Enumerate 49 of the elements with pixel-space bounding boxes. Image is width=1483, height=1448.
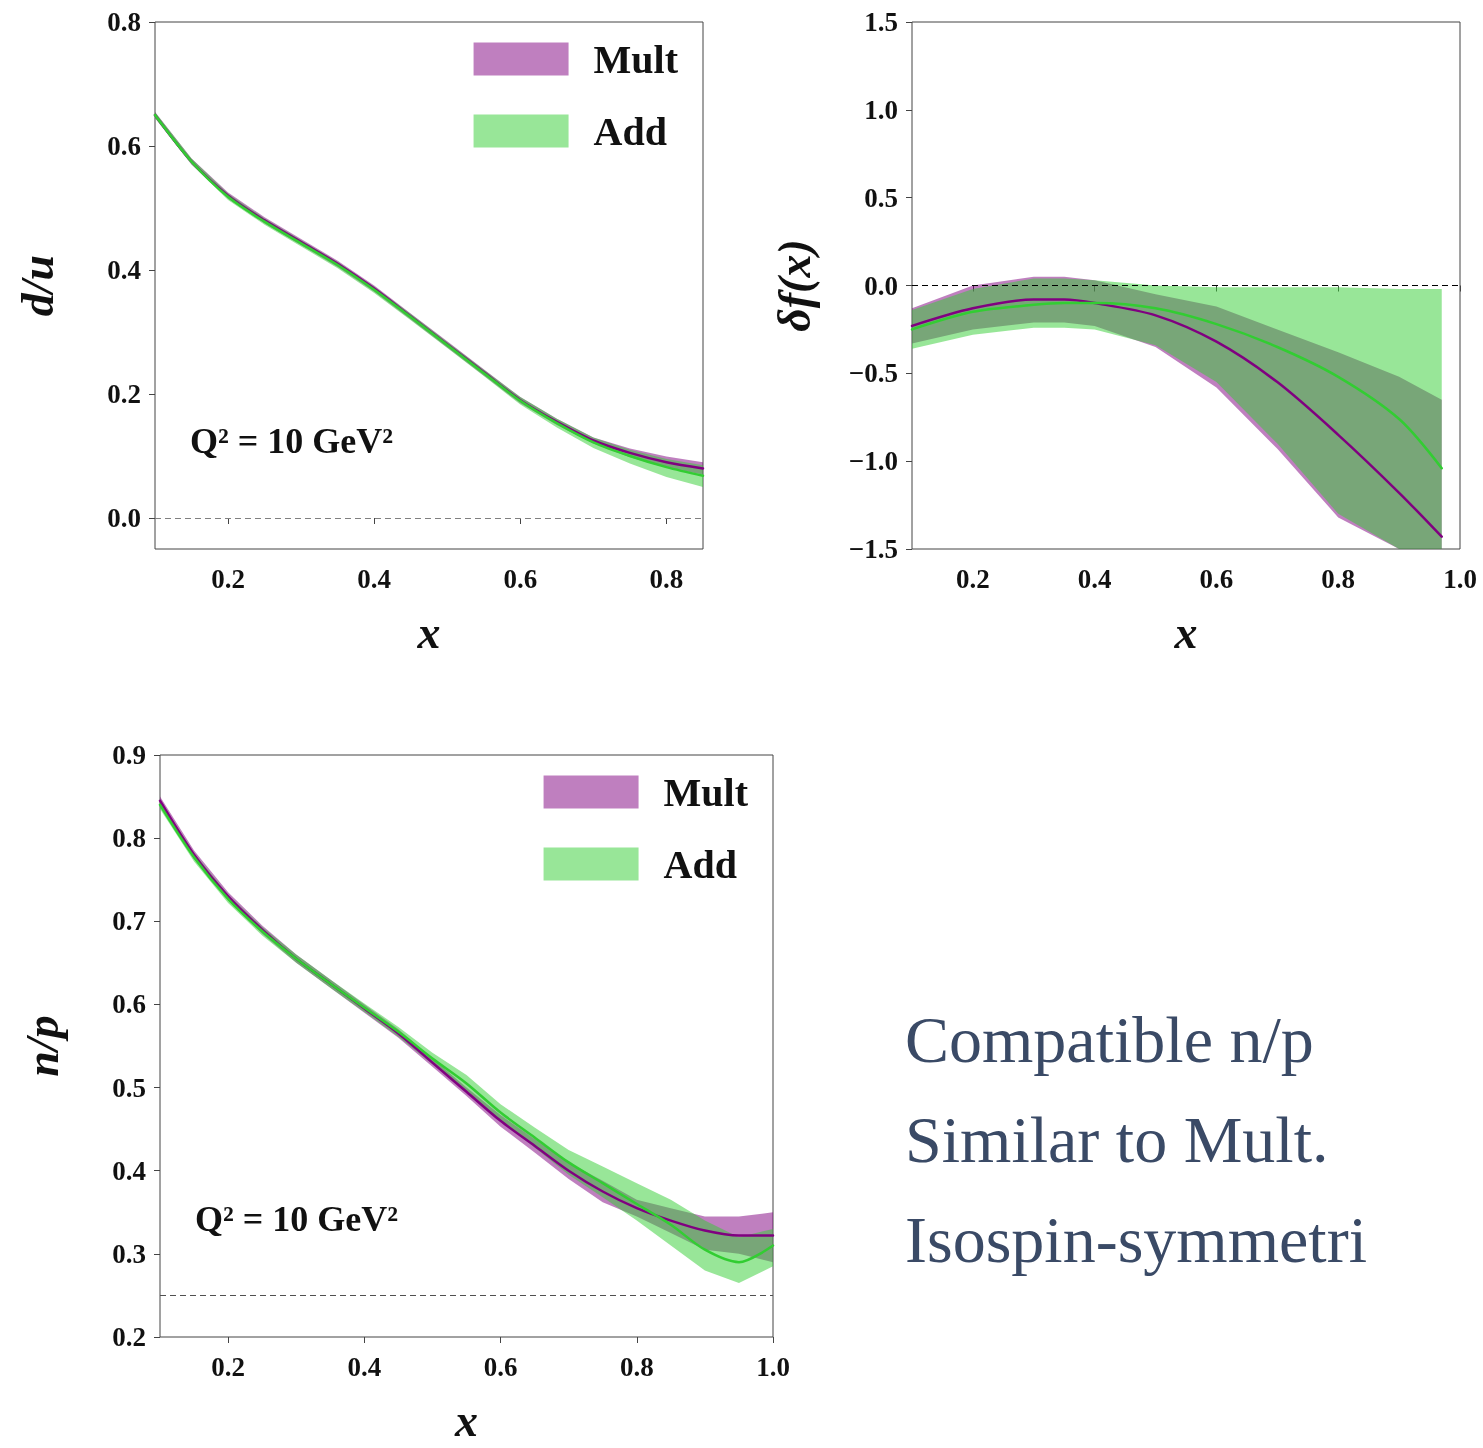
y-tick-label: 0.2	[107, 379, 141, 409]
y-tick-label: 0.0	[107, 503, 141, 533]
x-tick-label: 0.2	[211, 563, 245, 594]
legend-label: Add	[663, 841, 737, 887]
y-tick-label: 0.7	[112, 906, 146, 937]
y-tick-label: 0.0	[864, 270, 898, 301]
x-tick-label: 0.8	[619, 1351, 654, 1382]
legend-label: Mult	[663, 769, 749, 815]
y-tick-label: 0.8	[112, 823, 146, 854]
y-tick-label: 1.0	[864, 94, 898, 125]
y-tick-label: −0.5	[848, 358, 898, 389]
legend-label: Mult	[593, 36, 679, 82]
text: Compatible n/p	[905, 1002, 1315, 1078]
x-tick-label: 0.2	[956, 563, 990, 594]
x-axis-title: x	[416, 606, 441, 658]
x-tick-label: 0.4	[347, 1351, 382, 1382]
legend-label: Add	[593, 108, 667, 154]
annotation: Q² = 10 GeV²	[190, 421, 394, 462]
y-tick-label: −1.0	[848, 446, 898, 477]
y-tick-label: 0.8	[107, 7, 141, 37]
y-tick-label: 0.9	[112, 740, 146, 770]
x-tick-label: 0.4	[357, 563, 392, 594]
x-tick-label: 0.6	[1199, 563, 1234, 594]
y-tick-label: 0.6	[112, 989, 146, 1020]
text: Isospin-symmetri	[905, 1202, 1368, 1278]
x-tick-label: 1.0	[1443, 563, 1477, 594]
text: Similar to Mult.	[905, 1102, 1330, 1178]
y-tick-label: 0.5	[864, 182, 898, 213]
y-tick-label: 0.4	[107, 255, 141, 285]
x-tick-label: 0.2	[211, 1351, 245, 1382]
x-tick-label: 0.6	[503, 563, 538, 594]
y-axis-title: d/u	[11, 254, 63, 317]
y-tick-label: 0.6	[107, 131, 141, 161]
annotation: Q² = 10 GeV²	[195, 1199, 399, 1240]
x-tick-label: 1.0	[756, 1351, 790, 1382]
x-axis-title: x	[1173, 606, 1198, 658]
x-axis-title: x	[454, 1394, 478, 1446]
x-tick-label: 0.4	[1077, 563, 1112, 594]
y-axis-title: δf(x)	[768, 239, 820, 332]
y-tick-label: 0.5	[112, 1072, 146, 1103]
y-tick-label: 1.5	[864, 7, 898, 37]
y-tick-label: 0.4	[112, 1155, 146, 1186]
y-tick-label: −1.5	[848, 534, 898, 564]
x-tick-label: 0.8	[1321, 563, 1356, 594]
y-tick-label: 0.3	[112, 1238, 146, 1269]
y-axis-title: n/p	[16, 1015, 68, 1077]
x-tick-label: 0.6	[483, 1351, 518, 1382]
x-tick-label: 0.8	[649, 563, 684, 594]
y-tick-label: 0.2	[112, 1322, 146, 1352]
